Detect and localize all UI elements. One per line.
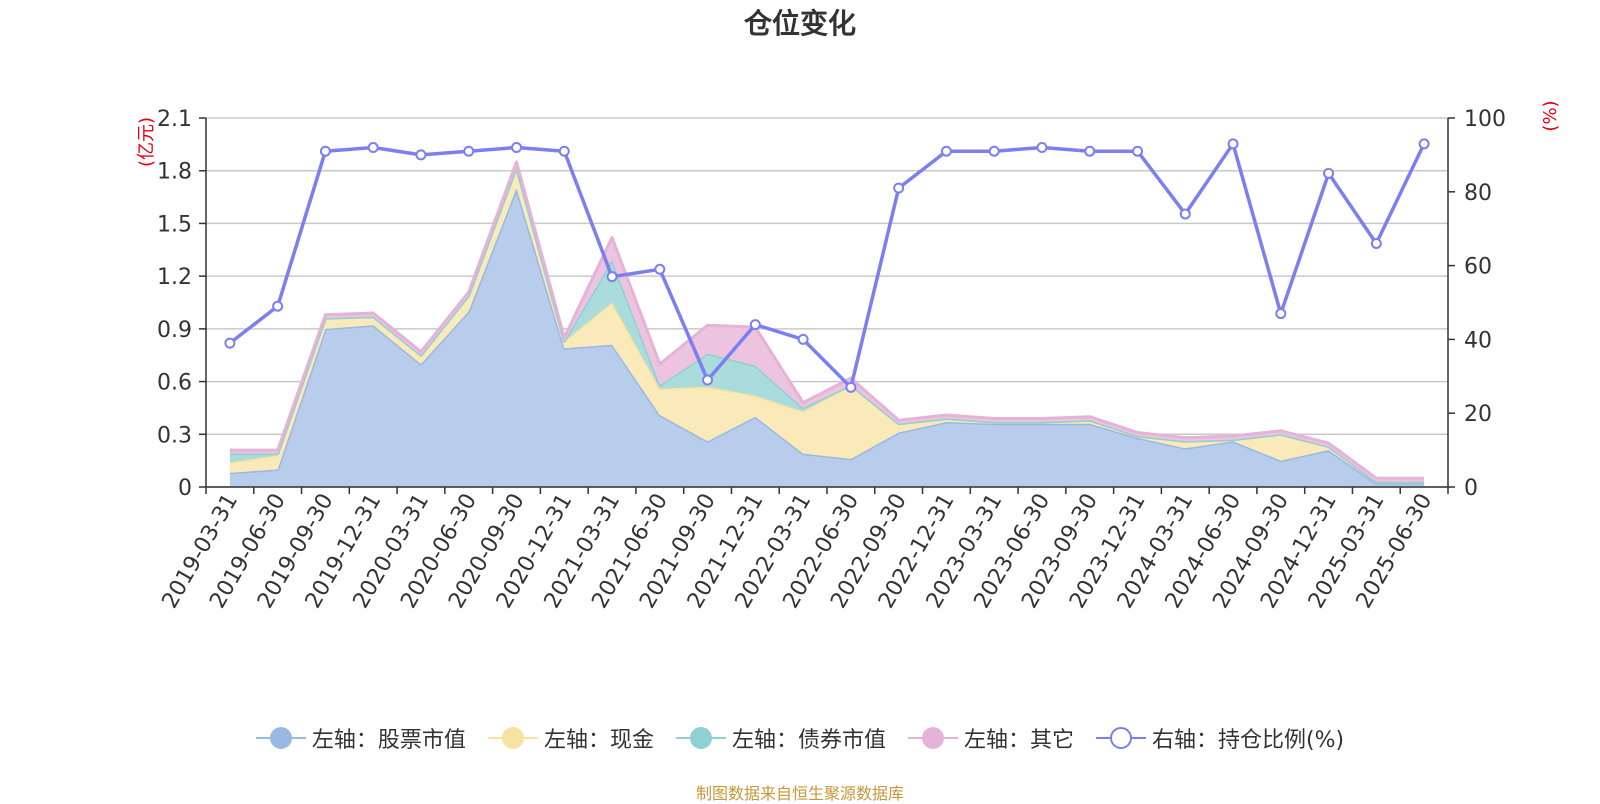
ratio-point — [1275, 308, 1287, 320]
legend-item-stock[interactable]: 左轴：股票市值 — [255, 722, 466, 754]
left-tick-label: 1.2 — [157, 265, 192, 290]
right-tick-label: 80 — [1464, 181, 1492, 206]
ratio-point — [749, 319, 761, 331]
right-tick-label: 40 — [1464, 328, 1492, 353]
left-tick-label: 0.9 — [157, 318, 192, 343]
right-tick-label: 0 — [1464, 476, 1478, 501]
legend-label: 右轴：持仓比例(%) — [1151, 728, 1345, 753]
right-axis-unit: (%) — [1540, 100, 1561, 131]
legend-item-bond[interactable]: 左轴：债券市值 — [675, 722, 886, 754]
chart-legend: 左轴：股票市值 左轴：现金 左轴：债券市值 左轴：其它 — [0, 722, 1600, 754]
legend-label: 左轴：股票市值 — [311, 728, 466, 753]
ratio-point — [558, 145, 570, 157]
legend-hollow-circle-icon — [1095, 727, 1146, 749]
ratio-point — [1036, 142, 1048, 154]
legend-circle-icon — [907, 727, 958, 749]
ratio-point — [606, 271, 618, 283]
ratio-point — [415, 149, 427, 161]
ratio-point — [893, 182, 905, 194]
data-source-note: 制图数据来自恒生聚源数据库 — [695, 784, 904, 803]
right-tick-label: 60 — [1464, 255, 1492, 280]
ratio-point — [654, 263, 666, 275]
ratio-point — [367, 142, 379, 154]
ratio-point — [797, 333, 809, 345]
area-edge-3 — [229, 160, 1425, 480]
legend-label: 左轴：现金 — [543, 728, 654, 753]
ratio-point — [1323, 167, 1335, 179]
ratio-point — [1132, 145, 1143, 157]
right-tick-label: 100 — [1464, 107, 1506, 132]
ratio-point — [940, 145, 952, 157]
ratio-point — [319, 145, 331, 157]
legend-circle-icon — [675, 727, 726, 749]
legend-circle-icon — [255, 727, 306, 749]
left-tick-label: 0 — [178, 476, 192, 501]
legend-label: 左轴：债券市值 — [731, 728, 886, 753]
ratio-point — [511, 142, 522, 154]
ratio-point — [702, 374, 714, 386]
area-series-1 — [229, 167, 1425, 484]
ratio-point — [1370, 237, 1382, 249]
legend-circle-icon — [487, 727, 538, 749]
left-tick-label: 0.3 — [157, 423, 192, 448]
ratio-point — [1227, 138, 1239, 150]
ratio-point — [988, 145, 1000, 157]
ratio-point — [272, 300, 284, 312]
legend-item-other[interactable]: 左轴：其它 — [907, 722, 1074, 754]
left-tick-label: 2.1 — [157, 107, 192, 132]
ratio-line — [228, 142, 1426, 390]
stacked-areas — [229, 160, 1425, 488]
right-tick-label: 20 — [1464, 402, 1492, 427]
ratio-point — [224, 337, 236, 349]
left-tick-label: 0.6 — [157, 371, 192, 396]
left-tick-label: 1.8 — [157, 160, 192, 185]
ratio-point — [845, 381, 857, 393]
ratio-point — [1179, 208, 1191, 220]
left-axis-unit: (亿元) — [136, 117, 157, 167]
ratio-point — [1418, 138, 1430, 150]
ratio-point — [463, 145, 475, 157]
ratio-point — [1084, 145, 1096, 157]
chart-title: 仓位变化 — [743, 7, 856, 40]
legend-item-cash[interactable]: 左轴：现金 — [487, 722, 654, 754]
position-ratio-line — [224, 138, 1430, 393]
legend-label: 左轴：其它 — [963, 728, 1074, 753]
left-tick-label: 1.5 — [157, 212, 192, 237]
legend-item-ratio[interactable]: 右轴：持仓比例(%) — [1095, 722, 1345, 754]
area-series-0 — [229, 188, 1425, 488]
